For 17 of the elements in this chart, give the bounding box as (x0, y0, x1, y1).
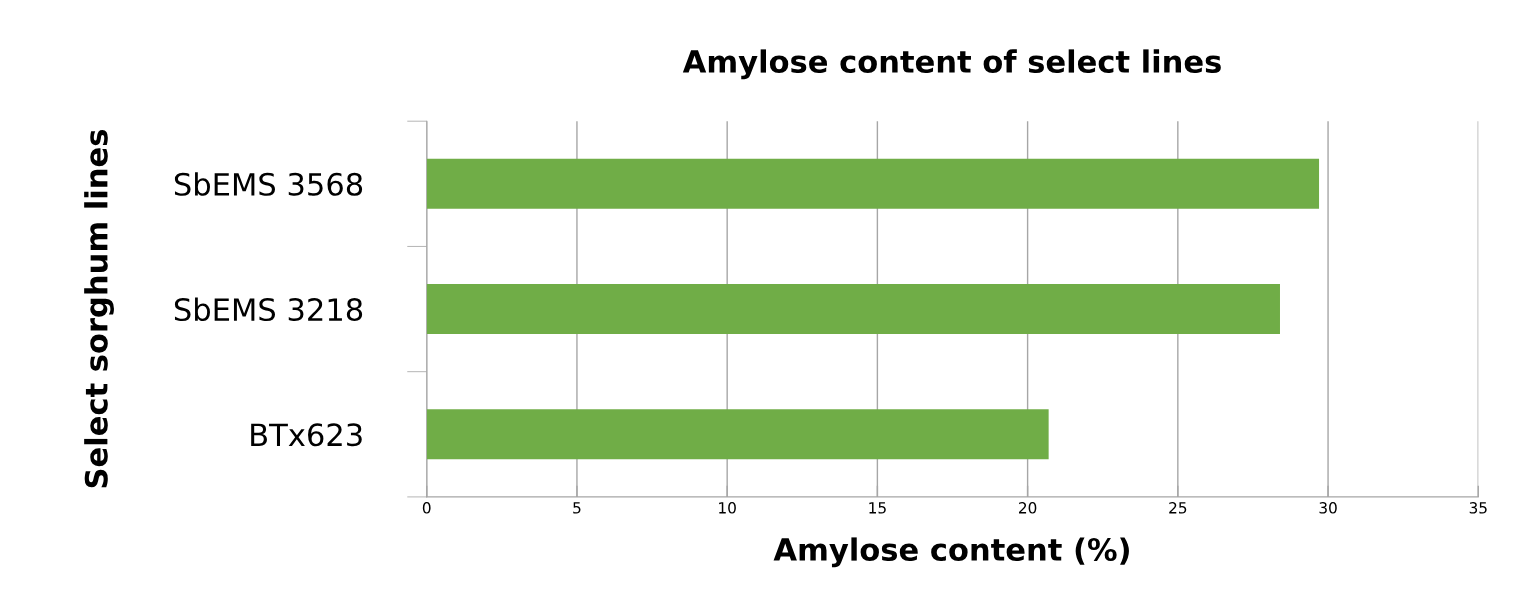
bar (426, 158, 1320, 209)
bar (426, 284, 1280, 335)
y-axis-title: Select sorghum lines (84, 130, 114, 488)
bar (426, 409, 1049, 460)
x-tick-label: 25 (1169, 502, 1187, 514)
x-tick-label: 10 (719, 502, 736, 514)
x-tick-label: 15 (869, 502, 886, 514)
x-tick-label: 30 (1319, 502, 1337, 514)
y-tick-label: BTx623 (251, 423, 362, 447)
x-tick-label: 5 (573, 502, 581, 514)
x-tick-label: 0 (422, 502, 431, 514)
x-tick-label: 20 (1019, 502, 1037, 514)
y-tick-label: SbEMS 3568 (174, 172, 363, 196)
x-tick-label: 35 (1469, 502, 1487, 514)
y-tick-label: SbEMS 3218 (174, 297, 363, 322)
x-axis-title: Amylose content (%) (773, 537, 1129, 568)
chart-title: Amylose content of select lines (682, 49, 1221, 80)
